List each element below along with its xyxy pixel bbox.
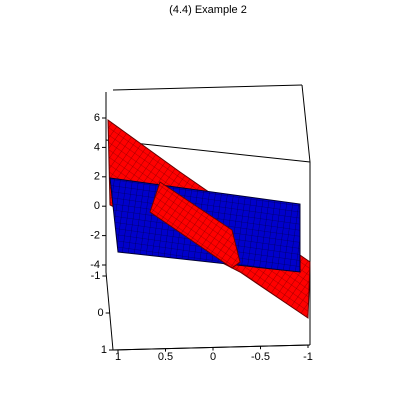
x-tick-label: -1: [303, 351, 313, 363]
box-edge: [112, 84, 303, 91]
x-axis: [112, 344, 311, 351]
z-tick-label: 2: [94, 171, 100, 183]
x-tick-label: -0.5: [251, 351, 270, 363]
y-tick-label: 1: [101, 344, 107, 356]
x-tick-label: 0.5: [158, 351, 173, 363]
z-tick-label: -2: [90, 230, 100, 242]
y-tick-label: 0: [98, 307, 104, 319]
box-edge: [301, 84, 311, 163]
y-tick-label: -1: [91, 270, 101, 282]
chart-title: (4.4) Example 2: [169, 4, 247, 16]
z-tick-label: 6: [94, 112, 100, 124]
x-tick-label: 1: [115, 351, 121, 363]
z-tick-label: 0: [94, 200, 100, 212]
z-tick-label: 4: [94, 141, 100, 153]
red-surface-front: [149, 181, 241, 269]
z-tick-label: -4: [90, 259, 100, 271]
y-axis: [105, 271, 114, 351]
x-tick-label: 0: [210, 351, 216, 363]
